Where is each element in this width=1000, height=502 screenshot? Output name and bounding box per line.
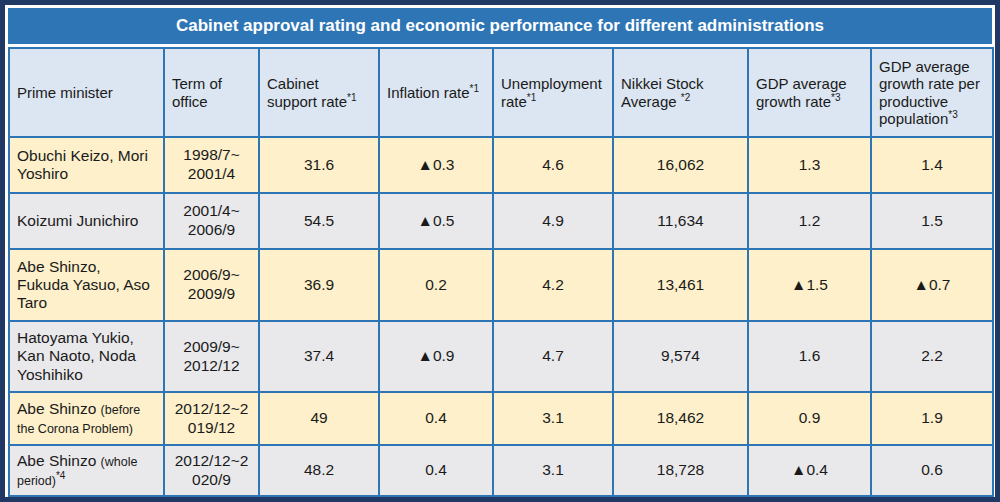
table-row: Abe Shinzo, Fukuda Yasuo, Aso Taro 2006/… bbox=[9, 249, 993, 321]
inflation-cell: 0.2 bbox=[379, 249, 493, 321]
gdp-per-population-cell: 1.5 bbox=[871, 193, 993, 249]
term-cell: 2006/9~ 2009/9 bbox=[164, 249, 259, 321]
term-cell: 2009/9~ 2012/12 bbox=[164, 321, 259, 392]
pm-cell: Obuchi Keizo, Mori Yoshiro bbox=[9, 137, 164, 193]
data-table: Prime minister Term of office Cabinet su… bbox=[8, 47, 994, 497]
term-cell: 2001/4~ 2006/9 bbox=[164, 193, 259, 249]
nikkei-cell: 13,461 bbox=[613, 249, 748, 321]
cabinet-support-cell: 49 bbox=[259, 392, 379, 445]
col-header-inflation-rate: Inflation rate*1 bbox=[379, 48, 493, 137]
gdp-growth-cell: 1.3 bbox=[748, 137, 871, 193]
unemployment-cell: 4.7 bbox=[493, 321, 613, 392]
unemployment-cell: 4.2 bbox=[493, 249, 613, 321]
cabinet-support-cell: 37.4 bbox=[259, 321, 379, 392]
unemployment-cell: 4.9 bbox=[493, 193, 613, 249]
cabinet-support-cell: 48.2 bbox=[259, 445, 379, 496]
term-cell: 1998/7~ 2001/4 bbox=[164, 137, 259, 193]
col-header-gdp-growth-rate: GDP average growth rate*3 bbox=[748, 48, 871, 137]
term-cell: 2012/12~2 020/9 bbox=[164, 445, 259, 496]
pm-cell: Abe Shinzo (before the Corona Problem) bbox=[9, 392, 164, 445]
col-header-prime-minister: Prime minister bbox=[9, 48, 164, 137]
nikkei-cell: 9,574 bbox=[613, 321, 748, 392]
nikkei-cell: 11,634 bbox=[613, 193, 748, 249]
gdp-growth-cell: 0.9 bbox=[748, 392, 871, 445]
cabinet-support-cell: 31.6 bbox=[259, 137, 379, 193]
cabinet-support-cell: 54.5 bbox=[259, 193, 379, 249]
table-title: Cabinet approval rating and economic per… bbox=[8, 8, 992, 44]
gdp-per-population-cell: 1.4 bbox=[871, 137, 993, 193]
unemployment-cell: 3.1 bbox=[493, 392, 613, 445]
table-row: Koizumi Junichiro 2001/4~ 2006/9 54.5 ▲0… bbox=[9, 193, 993, 249]
pm-cell: Koizumi Junichiro bbox=[9, 193, 164, 249]
gdp-per-population-cell: ▲0.7 bbox=[871, 249, 993, 321]
table-row: Hatoyama Yukio, Kan Naoto, Noda Yoshihik… bbox=[9, 321, 993, 392]
col-header-unemployment-rate: Unemployment rate*1 bbox=[493, 48, 613, 137]
pm-cell: Abe Shinzo (whole period)*4 bbox=[9, 445, 164, 496]
term-cell: 2012/12~2 019/12 bbox=[164, 392, 259, 445]
unemployment-cell: 4.6 bbox=[493, 137, 613, 193]
table-row: Abe Shinzo (whole period)*4 2012/12~2 02… bbox=[9, 445, 993, 496]
nikkei-cell: 16,062 bbox=[613, 137, 748, 193]
gdp-per-population-cell: 1.9 bbox=[871, 392, 993, 445]
inflation-cell: ▲0.9 bbox=[379, 321, 493, 392]
header-row: Prime minister Term of office Cabinet su… bbox=[9, 48, 993, 137]
col-header-term-of-office: Term of office bbox=[164, 48, 259, 137]
pm-cell: Abe Shinzo, Fukuda Yasuo, Aso Taro bbox=[9, 249, 164, 321]
inflation-cell: ▲0.3 bbox=[379, 137, 493, 193]
gdp-growth-cell: 1.6 bbox=[748, 321, 871, 392]
gdp-growth-cell: ▲0.4 bbox=[748, 445, 871, 496]
table-row: Obuchi Keizo, Mori Yoshiro 1998/7~ 2001/… bbox=[9, 137, 993, 193]
inflation-cell: ▲0.5 bbox=[379, 193, 493, 249]
table-row: Abe Shinzo (before the Corona Problem) 2… bbox=[9, 392, 993, 445]
col-header-gdp-growth-per-productive-population: GDP average growth rate per productive p… bbox=[871, 48, 993, 137]
gdp-per-population-cell: 0.6 bbox=[871, 445, 993, 496]
nikkei-cell: 18,462 bbox=[613, 392, 748, 445]
gdp-growth-cell: ▲1.5 bbox=[748, 249, 871, 321]
pm-cell: Hatoyama Yukio, Kan Naoto, Noda Yoshihik… bbox=[9, 321, 164, 392]
col-header-cabinet-support-rate: Cabinet support rate*1 bbox=[259, 48, 379, 137]
nikkei-cell: 18,728 bbox=[613, 445, 748, 496]
table-frame: Cabinet approval rating and economic per… bbox=[0, 0, 1000, 502]
inflation-cell: 0.4 bbox=[379, 392, 493, 445]
inflation-cell: 0.4 bbox=[379, 445, 493, 496]
gdp-per-population-cell: 2.2 bbox=[871, 321, 993, 392]
cabinet-support-cell: 36.9 bbox=[259, 249, 379, 321]
unemployment-cell: 3.1 bbox=[493, 445, 613, 496]
col-header-nikkei-stock-average: Nikkei Stock Average *2 bbox=[613, 48, 748, 137]
gdp-growth-cell: 1.2 bbox=[748, 193, 871, 249]
